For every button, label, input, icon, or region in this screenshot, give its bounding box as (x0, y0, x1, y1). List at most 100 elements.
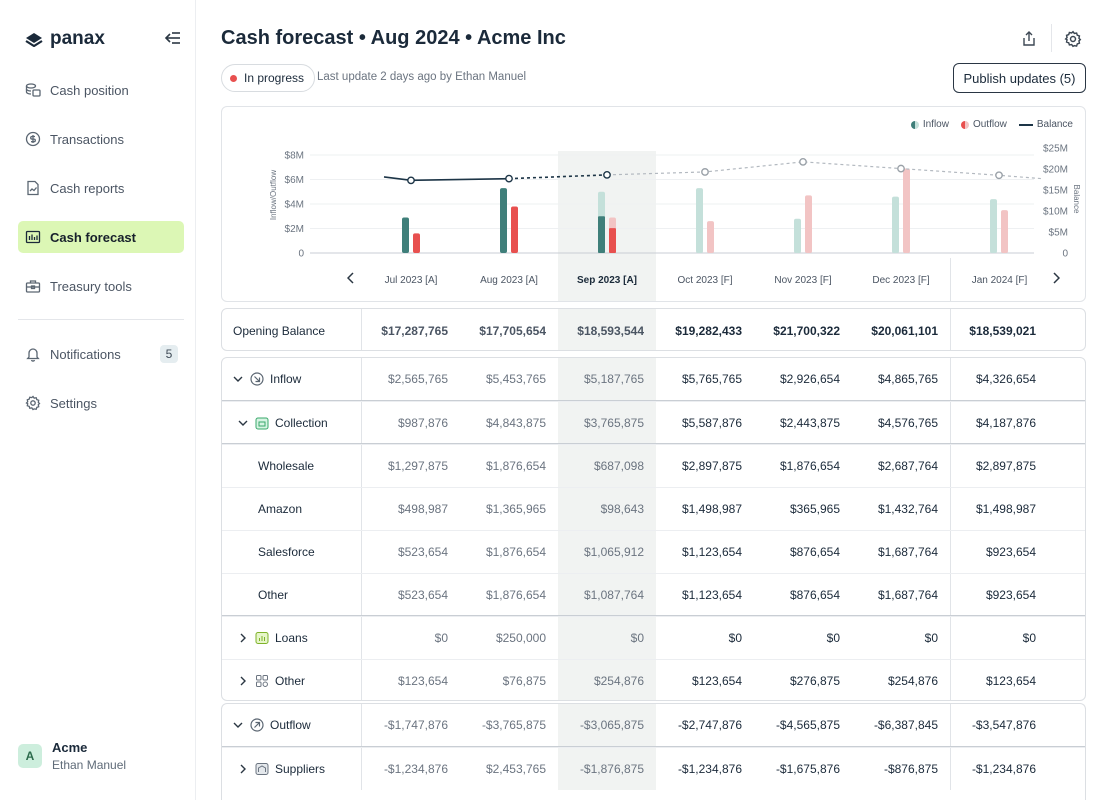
row-label-cell: Suppliers (222, 748, 362, 790)
prev-period-button[interactable] (347, 272, 361, 288)
cell-value: $1,498,987 (681, 502, 742, 516)
cell-value: $123,654 (691, 674, 742, 688)
chevron-right-icon (1053, 272, 1060, 284)
table-row-other-collection[interactable]: Other $523,654 $1,876,654 $1,087,764 $1,… (222, 573, 1085, 616)
cell-value: $1,065,912 (558, 531, 656, 573)
outflow-icon (250, 718, 264, 732)
inflow-bar (892, 196, 899, 253)
next-period-button[interactable] (1052, 272, 1066, 288)
y-right-axis-label: Balance (1072, 185, 1081, 214)
cell-value: $1,297,875 (387, 459, 448, 473)
page-title: Cash forecast • Aug 2024 • Acme Inc (221, 27, 566, 49)
row-label: Collection (275, 415, 328, 430)
sidebar-item-settings[interactable]: Settings (18, 387, 184, 419)
month-label[interactable]: Jan 2024 [F] (950, 258, 1048, 301)
cell-value: $4,865,765 (877, 372, 938, 386)
month-label-current[interactable]: Sep 2023 [A] (558, 258, 656, 301)
cell-value: $254,876 (558, 660, 656, 700)
balance-point (701, 168, 709, 176)
legend-outflow[interactable]: Outflow (960, 119, 1007, 130)
cell-value: $1,087,764 (558, 574, 656, 615)
dollar-circle-icon (25, 131, 41, 147)
month-label[interactable]: Dec 2023 [F] (872, 274, 930, 286)
status-dot (230, 74, 237, 82)
table-row-inflow[interactable]: Inflow $2,565,765 $5,453,765 $5,187,765 … (222, 358, 1085, 401)
month-label[interactable]: Nov 2023 [F] (774, 274, 832, 286)
table-row-outflow[interactable]: Outflow -$1,747,876 -$3,765,875 -$3,065,… (222, 704, 1085, 747)
cell-value: -$3,065,875 (558, 704, 656, 746)
sidebar-item-cash-reports[interactable]: Cash reports (18, 172, 184, 204)
month-label[interactable]: Aug 2023 [A] (480, 274, 538, 286)
gear-icon (25, 395, 41, 411)
sidebar-item-cash-position[interactable]: Cash position (18, 74, 184, 106)
month-axis: Jul 2023 [A] Aug 2023 [A] Sep 2023 [A] O… (222, 258, 1085, 301)
cell-value: $76,875 (502, 674, 546, 688)
toolbox-icon (25, 280, 41, 293)
sidebar-item-transactions[interactable]: Transactions (18, 123, 184, 155)
column-divider (950, 704, 951, 746)
cell-value: $1,498,987 (975, 502, 1036, 516)
status-label: In progress (244, 71, 305, 85)
cell-value: $0 (434, 631, 448, 645)
sidebar-item-notifications[interactable]: Notifications 5 (18, 338, 184, 370)
table-row-opening-balance[interactable]: Opening Balance $17,287,765 $17,705,654 … (222, 309, 1085, 350)
cell-value: -$1,234,876 (383, 762, 448, 776)
y-left-tick-label: 0 (298, 249, 304, 260)
inflow-bar (794, 218, 801, 253)
month-label[interactable]: Jul 2023 [A] (384, 274, 438, 286)
last-update-text: Last update 2 days ago by Ethan Manuel (317, 71, 527, 83)
chevron-down-icon[interactable] (237, 417, 249, 429)
cell-value: $876,654 (789, 587, 840, 602)
cell-value: $876,654 (789, 545, 840, 559)
cell-value: -$4,565,875 (775, 718, 840, 732)
legend-balance[interactable]: Balance (1018, 119, 1073, 130)
row-label-cell: Other (222, 660, 362, 700)
table-row-collection[interactable]: Collection $987,876 $4,843,875 $3,765,87… (222, 401, 1085, 444)
chevron-down-icon[interactable] (232, 373, 244, 385)
sidebar-item-treasury-tools[interactable]: Treasury tools (18, 270, 184, 302)
table-row-salesforce[interactable]: Salesforce $523,654 $1,876,654 $1,065,91… (222, 530, 1085, 573)
table-row-wholesale[interactable]: Wholesale $1,297,875 $1,876,654 $687,098… (222, 444, 1085, 487)
y-right-tick-label: $10M (1043, 207, 1068, 218)
outflow-bar (413, 233, 420, 253)
account-switcher[interactable]: A Acme Ethan Manuel (18, 740, 126, 772)
cell-value: -$3,547,876 (971, 718, 1036, 732)
cell-value: $18,539,021 (969, 323, 1036, 338)
collapse-sidebar-button[interactable] (164, 30, 184, 48)
share-icon (1023, 31, 1035, 46)
chevron-down-icon[interactable] (232, 719, 244, 731)
chevron-right-icon[interactable] (237, 675, 249, 687)
y-left-tick-label: $2M (285, 224, 304, 235)
table-row-other[interactable]: Other $123,654 $76,875 $254,876 $123,654… (222, 659, 1085, 700)
balance-point (995, 171, 1003, 180)
table-row-loans[interactable]: Loans $0 $250,000 $0 $0 $0 $0 $0 (222, 616, 1085, 659)
table-row-amazon[interactable]: Amazon $498,987 $1,365,965 $98,643 $1,49… (222, 487, 1085, 530)
cell-value: $98,643 (558, 488, 656, 530)
publish-updates-button[interactable]: Publish updates (5) (953, 63, 1086, 93)
outflow-table: Outflow -$1,747,876 -$3,765,875 -$3,065,… (221, 703, 1086, 800)
legend-inflow[interactable]: Inflow (910, 119, 949, 130)
gear-icon (1064, 30, 1082, 48)
sidebar-item-label: Cash reports (50, 180, 125, 196)
cell-value: -$6,387,845 (873, 718, 938, 732)
share-button[interactable] (1018, 28, 1040, 50)
row-label-cell: Inflow (222, 358, 362, 400)
cell-value: $1,123,654 (681, 545, 742, 559)
cell-value: $1,123,654 (681, 587, 742, 602)
month-label[interactable]: Oct 2023 [F] (677, 274, 733, 286)
cell-value: $1,687,764 (877, 545, 938, 559)
cell-value: $0 (924, 631, 938, 645)
cell-value: $2,565,765 (387, 372, 448, 386)
chevron-right-icon[interactable] (237, 632, 249, 644)
settings-button[interactable] (1062, 28, 1084, 50)
cell-value: $5,587,876 (681, 415, 742, 430)
inflow-icon (250, 372, 264, 386)
sidebar-item-cash-forecast[interactable]: Cash forecast (18, 221, 184, 253)
row-label: Loans (275, 631, 308, 645)
table-row-suppliers[interactable]: Suppliers -$1,234,876 $2,453,765 -$1,876… (222, 747, 1085, 790)
status-badge[interactable]: In progress (221, 64, 316, 92)
chevron-right-icon[interactable] (237, 763, 249, 775)
column-divider (950, 574, 951, 615)
brand-logo[interactable]: panax (24, 28, 105, 50)
cell-value: -$1,234,876 (677, 762, 742, 776)
